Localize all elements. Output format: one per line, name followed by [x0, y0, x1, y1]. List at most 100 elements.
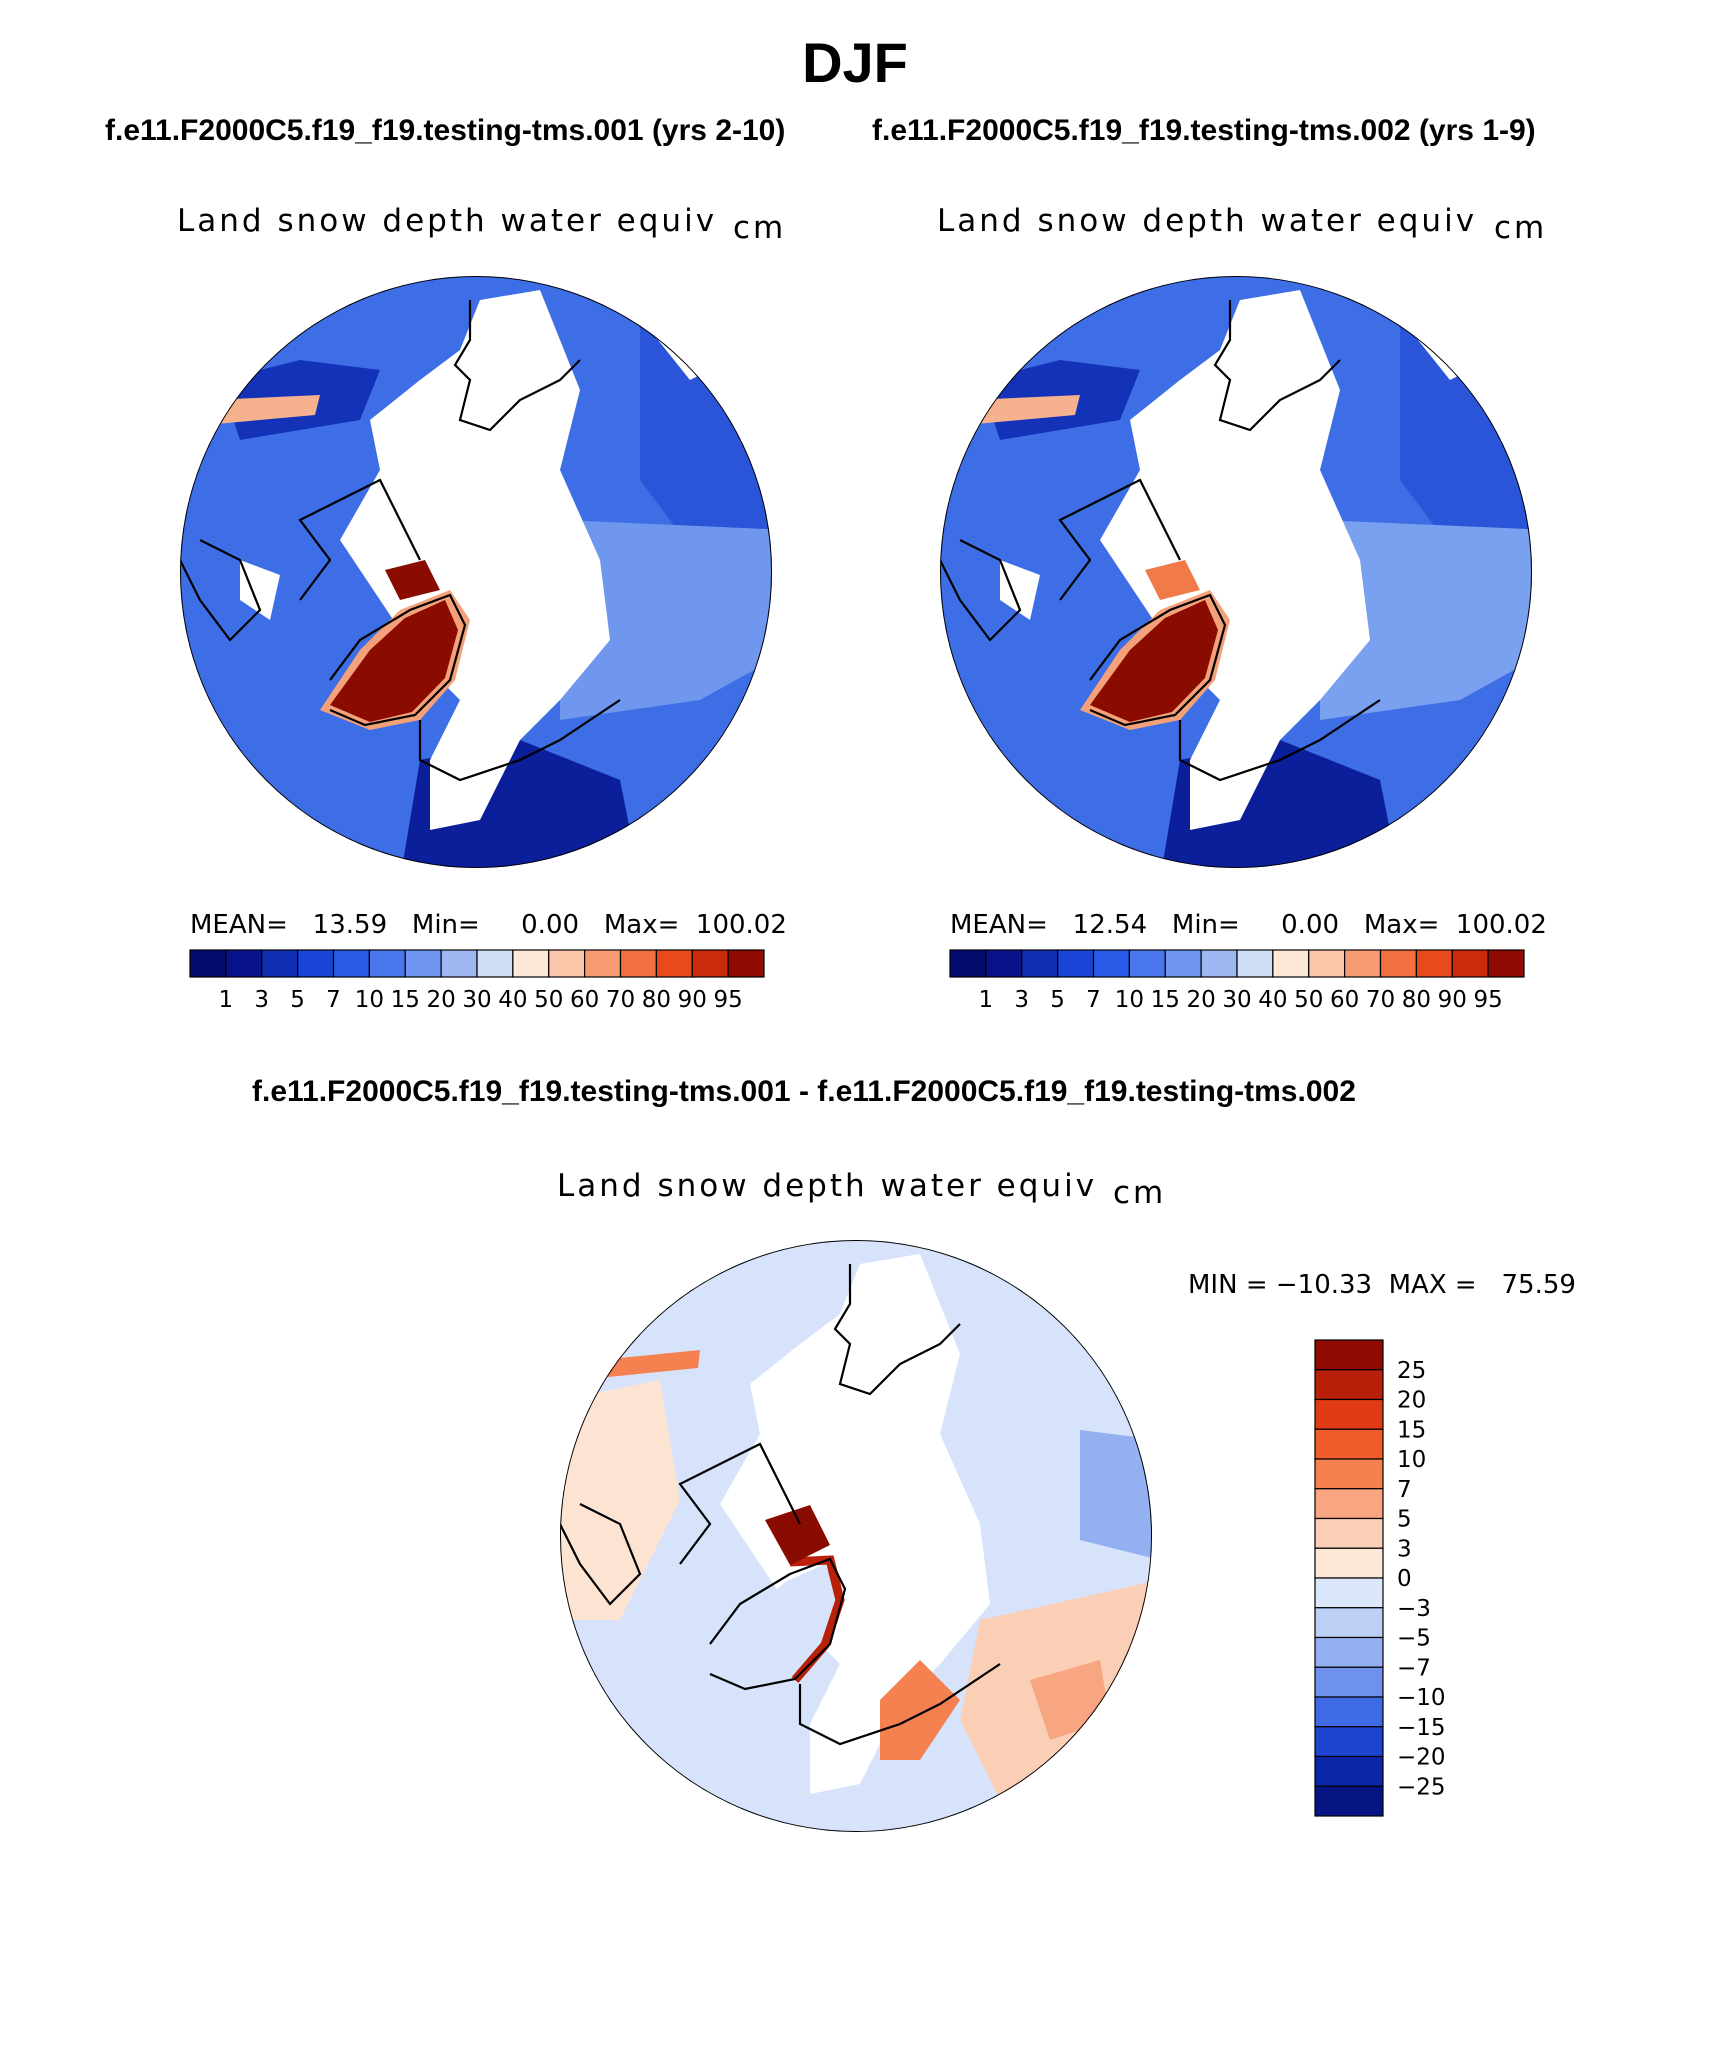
- left-colorbar-swatch: [691, 949, 729, 978]
- case1-header: f.e11.F2000C5.f19_f19.testing-tms.001 (y…: [105, 114, 786, 147]
- diff-colorbar-swatch: [1314, 1458, 1384, 1490]
- left-colorbar-tick-label: 70: [606, 987, 635, 1013]
- figure-title: DJF: [802, 31, 908, 94]
- right-map-coastlines: [940, 300, 1381, 782]
- left-colorbar-swatch: [727, 949, 765, 978]
- right-colorbar-tick-label: 50: [1294, 987, 1323, 1013]
- diff-colorbar-swatch: [1314, 1428, 1384, 1460]
- right-colorbar: 1 3 5 7 10 15 20 30 40 50 60 70 80 90 95: [949, 949, 1525, 1013]
- left-colorbar-tick-label: 5: [290, 987, 305, 1013]
- right-map-light-band: [1320, 520, 1532, 720]
- diff-colorbar-swatch: [1314, 1547, 1384, 1579]
- diff-colorbar-swatch: [1314, 1785, 1384, 1817]
- left-map-ellesmere: [385, 560, 440, 600]
- diff-colorbar-swatch: [1314, 1517, 1384, 1549]
- left-colorbar-swatch: [512, 949, 550, 978]
- diff-map-arctic-ocean: [720, 1254, 990, 1794]
- right-colorbar-tick-label: 1: [979, 987, 994, 1013]
- left-colorbar-swatch: [548, 949, 586, 978]
- left-map-hudson-bay: [240, 560, 280, 620]
- diff-colorbar-tick-label: 20: [1397, 1388, 1426, 1414]
- left-colorbar-tick-label: 95: [713, 987, 742, 1013]
- right-colorbar-tick-label: 40: [1258, 987, 1287, 1013]
- left-colorbar-swatch: [189, 949, 227, 978]
- diff-map-west-warm: [560, 1380, 680, 1620]
- right-panel-stats: MEAN= 12.54 Min= 0.00 Max= 100.02: [950, 910, 1547, 940]
- right-colorbar-tick-label: 10: [1115, 987, 1144, 1013]
- right-colorbar-swatch: [1451, 949, 1489, 978]
- diff-colorbar-swatch: [1314, 1398, 1384, 1430]
- diff-colorbar-swatch: [1314, 1369, 1384, 1401]
- right-colorbar-swatch: [1344, 949, 1382, 978]
- diff-colorbar-swatch: [1314, 1726, 1384, 1758]
- diff-panel-units: cm: [1113, 1175, 1167, 1211]
- left-colorbar-tick-label: 1: [219, 987, 234, 1013]
- left-panel-units: cm: [733, 210, 787, 246]
- left-colorbar-tick-label: 80: [642, 987, 671, 1013]
- diff-colorbar-swatch: [1314, 1488, 1384, 1520]
- left-colorbar-tick-label: 15: [391, 987, 420, 1013]
- left-colorbar-swatch: [332, 949, 370, 978]
- left-colorbar-tick-label: 3: [254, 987, 269, 1013]
- right-colorbar-tick-label: 30: [1222, 987, 1251, 1013]
- right-colorbar-swatch: [1236, 949, 1274, 978]
- left-colorbar-tick-label: 50: [534, 987, 563, 1013]
- right-colorbar-swatch: [1272, 949, 1310, 978]
- right-colorbar-tick-label: 90: [1438, 987, 1467, 1013]
- diff-colorbar-tick-label: −3: [1397, 1596, 1431, 1622]
- right-colorbar-tick-label: 95: [1473, 987, 1502, 1013]
- left-colorbar-swatch: [655, 949, 693, 978]
- diff-colorbar-swatch: [1314, 1755, 1384, 1787]
- diff-colorbar-swatch: [1314, 1696, 1384, 1728]
- diff-colorbar-tick-label: 0: [1397, 1566, 1412, 1592]
- diff-map-greenland-edge: [789, 1555, 845, 1683]
- left-colorbar-tick-label: 7: [326, 987, 341, 1013]
- left-panel-stats: MEAN= 13.59 Min= 0.00 Max= 100.02: [190, 910, 787, 940]
- diff-colorbar-tick-label: 25: [1397, 1358, 1426, 1384]
- left-colorbar-swatch: [476, 949, 514, 978]
- diff-panel-stats: MIN = −10.33 MAX = 75.59: [1188, 1270, 1576, 1300]
- right-colorbar-tick-label: 15: [1151, 987, 1180, 1013]
- left-colorbar: 1 3 5 7 10 15 20 30 40 50 60 70 80 90 95: [189, 949, 765, 1013]
- right-colorbar-tick-label: 70: [1366, 987, 1395, 1013]
- right-colorbar-swatch: [1128, 949, 1166, 978]
- right-colorbar-swatch: [1308, 949, 1346, 978]
- diff-colorbar-tick-label: 5: [1397, 1507, 1412, 1533]
- right-colorbar-swatch: [1415, 949, 1453, 978]
- diff-colorbar-tick-label: −5: [1397, 1626, 1431, 1652]
- right-colorbar-tick-label: 60: [1330, 987, 1359, 1013]
- right-colorbar-tick-label: 20: [1186, 987, 1215, 1013]
- right-colorbar-swatch: [1092, 949, 1130, 978]
- right-colorbar-swatch: [1487, 949, 1525, 978]
- diff-colorbar-tick-label: 10: [1397, 1447, 1426, 1473]
- diff-colorbar-tick-label: 15: [1397, 1417, 1426, 1443]
- case2-header: f.e11.F2000C5.f19_f19.testing-tms.002 (y…: [872, 114, 1536, 147]
- diff-map-ellesmere: [765, 1505, 830, 1565]
- left-colorbar-swatch: [225, 949, 263, 978]
- diff-map: [560, 1240, 1152, 1832]
- right-colorbar-swatch: [1057, 949, 1095, 978]
- right-colorbar-swatch: [1379, 949, 1417, 978]
- left-colorbar-tick-label: 90: [678, 987, 707, 1013]
- diff-colorbar-tick-label: −25: [1397, 1774, 1446, 1800]
- left-colorbar-tick-label: 60: [570, 987, 599, 1013]
- right-colorbar-tick-label: 80: [1402, 987, 1431, 1013]
- right-map-hudson-bay: [1000, 560, 1040, 620]
- diff-colorbar-swatch: [1314, 1577, 1384, 1609]
- right-colorbar-swatch: [949, 949, 987, 978]
- right-colorbar-swatch: [1164, 949, 1202, 978]
- left-colorbar-swatch: [368, 949, 406, 978]
- right-colorbar-tick-label: 3: [1014, 987, 1029, 1013]
- right-map-arctic-ocean: [1100, 290, 1370, 830]
- left-map-coastlines: [180, 300, 621, 782]
- left-map: [180, 276, 772, 868]
- left-colorbar-tick-label: 30: [462, 987, 491, 1013]
- left-colorbar-tick-label: 20: [426, 987, 455, 1013]
- diff-colorbar-tick-label: 3: [1397, 1536, 1412, 1562]
- diff-colorbar-tick-label: −20: [1397, 1745, 1446, 1771]
- diff-map-greenland: [710, 1564, 838, 1686]
- diff-panel-title: Land snow depth water equiv: [557, 1168, 1098, 1204]
- right-panel-units: cm: [1494, 210, 1548, 246]
- left-panel-title: Land snow depth water equiv: [177, 203, 718, 239]
